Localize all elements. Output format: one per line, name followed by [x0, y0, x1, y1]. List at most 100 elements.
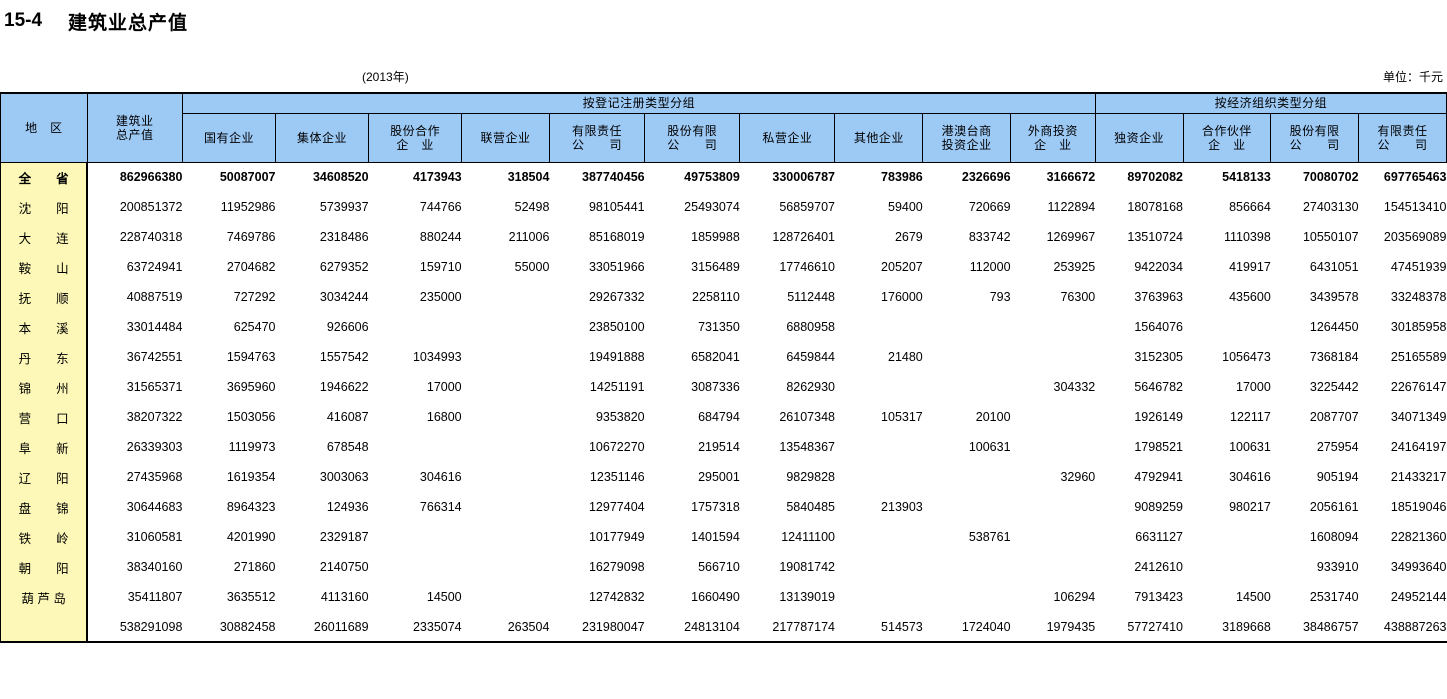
- table-cell: 2704682: [182, 252, 276, 282]
- table-cell: 205207: [834, 252, 923, 282]
- table-cell: 21480: [834, 342, 923, 372]
- table-cell: [922, 552, 1011, 582]
- table-cell: 926606: [275, 312, 369, 342]
- header-col-joint-venture: 联营企业: [461, 112, 550, 163]
- table-cell: 154513410: [1358, 192, 1447, 222]
- table-title-text: 建筑业总产值: [68, 12, 189, 34]
- table-cell: [834, 312, 923, 342]
- header-col-foreign-invested: 外商投资 企 业: [1010, 112, 1096, 163]
- table-cell: 2531740: [1270, 582, 1359, 612]
- header-col-sole-proprietorship-line1: 独资企业: [1114, 130, 1165, 145]
- table-cell: 10177949: [549, 522, 645, 552]
- table-cell: 70080702: [1270, 162, 1359, 192]
- table-cell: 1608094: [1270, 522, 1359, 552]
- table-cell: 235000: [368, 282, 462, 312]
- row-region-label: 大 连: [0, 222, 89, 252]
- table-cell: [461, 312, 550, 342]
- table-cell: 833742: [922, 222, 1011, 252]
- table-cell: 253925: [1010, 252, 1096, 282]
- header-col-state-owned: 国有企业: [181, 112, 276, 163]
- table-row: 阜 新 26339303 1119973 678548 10672270 219514 13…: [0, 432, 1447, 462]
- table-cell: [368, 522, 462, 552]
- header-subcolumn-row: 国有企业 集体企业 股份合作 企 业 联营企业 有限责任 公 司: [1, 112, 1447, 163]
- header-col-limited-liability-2-line1: 有限责任: [1377, 123, 1428, 138]
- header-col-joint-stock-ltd-2-line1: 股份有限: [1289, 123, 1340, 138]
- table-cell: [922, 372, 1011, 402]
- table-cell: 38486757: [1270, 612, 1359, 643]
- table-cell: 32960: [1010, 462, 1096, 492]
- table-body: 全 省 862966380 50087007 34608520 4173943 31850…: [0, 162, 1447, 643]
- table-cell: [834, 372, 923, 402]
- row-region-label: 全 省: [0, 162, 89, 192]
- table-cell: 105317: [834, 402, 923, 432]
- table-cell: [922, 342, 1011, 372]
- table-cell: [461, 402, 550, 432]
- table-cell: 6431051: [1270, 252, 1359, 282]
- header-col-sole-proprietorship: 独资企业: [1094, 112, 1184, 163]
- header-col-partnership-line2: 企 业: [1208, 137, 1246, 152]
- table-cell: [1010, 492, 1096, 522]
- table-cell: 766314: [368, 492, 462, 522]
- page-title: 15-4 建筑业总产值: [0, 6, 1447, 36]
- table-cell: 4792941: [1095, 462, 1184, 492]
- table-cell: 13548367: [739, 432, 835, 462]
- table-cell: 438887263: [1358, 612, 1447, 643]
- table-cell: [922, 492, 1011, 522]
- header-col-private: 私营企业: [739, 112, 836, 163]
- table-cell: 38340160: [87, 552, 183, 582]
- table-cell: 38207322: [87, 402, 183, 432]
- table-cell: 1503056: [182, 402, 276, 432]
- table-cell: 4201990: [182, 522, 276, 552]
- table-cell: 3166672: [1010, 162, 1096, 192]
- table-cell: 5739937: [275, 192, 369, 222]
- table-cell: 13510724: [1095, 222, 1184, 252]
- table-cell: 793: [922, 282, 1011, 312]
- table-cell: 1056473: [1183, 342, 1271, 372]
- table-row: 辽 阳 27435968 1619354 3003063 304616 12351146 2…: [0, 462, 1447, 492]
- header-total-output: 建筑业 总产值: [86, 92, 183, 163]
- row-region-label: 丹 东: [0, 342, 89, 372]
- header-col-joint-stock-ltd: 股份有限 公 司: [644, 112, 741, 163]
- table-cell: 1926149: [1095, 402, 1184, 432]
- table-cell: 3225442: [1270, 372, 1359, 402]
- table-cell: [461, 522, 550, 552]
- table-cell: 4113160: [275, 582, 369, 612]
- table-cell: 98105441: [549, 192, 645, 222]
- table-cell: 40887519: [87, 282, 183, 312]
- table-cell: [461, 582, 550, 612]
- table-cell: 905194: [1270, 462, 1359, 492]
- table-cell: 416087: [275, 402, 369, 432]
- table-cell: 2318486: [275, 222, 369, 252]
- table-cell: 203569089: [1358, 222, 1447, 252]
- table-row: 鞍 山 63724941 2704682 6279352 159710 55000 3305…: [0, 252, 1447, 282]
- table-cell: 30185958: [1358, 312, 1447, 342]
- header-col-limited-liability: 有限责任 公 司: [548, 112, 646, 163]
- header-col-joint-stock-coop: 股份合作 企 业: [368, 112, 463, 163]
- row-region-label: 葫 芦 岛: [0, 582, 89, 612]
- header-col-foreign-invested-line1: 外商投资: [1027, 123, 1078, 138]
- table-cell: 5418133: [1183, 162, 1271, 192]
- table-cell: [1183, 552, 1271, 582]
- table-cell: 25165589: [1358, 342, 1447, 372]
- table-cell: [1010, 432, 1096, 462]
- table-cell: 720669: [922, 192, 1011, 222]
- table-cell: 12351146: [549, 462, 645, 492]
- table-cell: 30882458: [182, 612, 276, 643]
- table-cell: 3763963: [1095, 282, 1184, 312]
- header-col-limited-liability-line1: 有限责任: [572, 123, 623, 138]
- header-group-registration-type: 按登记注册类型分组: [181, 92, 1096, 114]
- table-cell: 980217: [1183, 492, 1271, 522]
- table-cell: 10672270: [549, 432, 645, 462]
- table-cell: 419917: [1183, 252, 1271, 282]
- table-cell: 5112448: [739, 282, 835, 312]
- table-cell: [368, 432, 462, 462]
- row-region-label: 朝 阳: [0, 552, 89, 582]
- table-cell: 19491888: [549, 342, 645, 372]
- table-cell: 1594763: [182, 342, 276, 372]
- table-cell: 159710: [368, 252, 462, 282]
- table-cell: 27403130: [1270, 192, 1359, 222]
- table-cell: 33014484: [87, 312, 183, 342]
- table-cell: 24952144: [1358, 582, 1447, 612]
- table-cell: 219514: [644, 432, 740, 462]
